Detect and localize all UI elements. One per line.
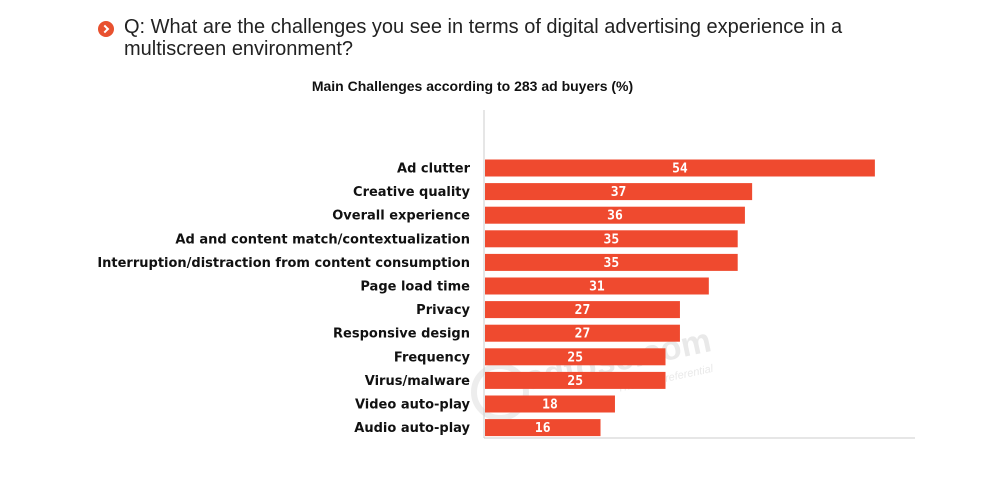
- category-label: Overall experience: [332, 209, 470, 224]
- bar: [485, 183, 753, 201]
- category-label: Virus/malware: [365, 374, 470, 389]
- category-label: Privacy: [416, 303, 470, 318]
- bar: [485, 206, 745, 224]
- data-label: 25: [567, 374, 583, 389]
- bar: [485, 324, 680, 342]
- data-label: 35: [604, 232, 620, 247]
- bar: [485, 253, 738, 271]
- bar: [485, 301, 680, 319]
- category-label: Ad and content match/contextualization: [175, 232, 470, 247]
- category-label: Video auto-play: [355, 398, 471, 413]
- bar: [485, 277, 709, 295]
- bar: [485, 159, 875, 177]
- category-label: Creative quality: [353, 185, 470, 200]
- watermark-logo-icon: [471, 363, 529, 421]
- category-label: Audio auto-play: [354, 421, 470, 436]
- category-label: Interruption/distraction from content co…: [97, 256, 470, 271]
- bar: [485, 371, 666, 389]
- chevron-right-circle-icon: [98, 21, 114, 37]
- bar: [485, 419, 601, 437]
- category-label: Frequency: [394, 350, 471, 365]
- question-header: Q: What are the challenges you see in te…: [98, 16, 918, 60]
- data-label: 18: [542, 398, 558, 413]
- chart-title: Main Challenges according to 283 ad buye…: [311, 78, 634, 94]
- data-label: 31: [589, 280, 605, 295]
- bar: [485, 348, 666, 366]
- data-label: 35: [604, 256, 620, 271]
- category-label: Page load time: [360, 280, 470, 295]
- category-label: Ad clutter: [397, 162, 471, 177]
- data-label: 16: [535, 421, 551, 436]
- data-label: 54: [672, 162, 688, 177]
- data-label: 37: [611, 185, 627, 200]
- data-label: 36: [607, 209, 623, 224]
- data-label: 27: [575, 327, 591, 342]
- bar: [485, 395, 615, 413]
- question-text: Q: What are the challenges you see in te…: [124, 16, 843, 60]
- bar: [485, 230, 738, 248]
- category-label: Responsive design: [333, 327, 470, 342]
- data-label: 27: [575, 303, 591, 318]
- data-label: 25: [567, 350, 583, 365]
